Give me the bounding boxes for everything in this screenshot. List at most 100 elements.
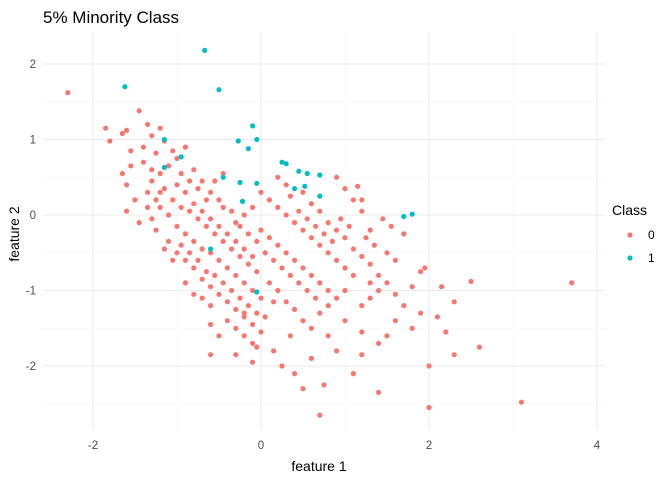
point-class-1 xyxy=(317,172,323,178)
point-class-0 xyxy=(174,250,180,256)
point-class-0 xyxy=(250,321,256,328)
point-class-1 xyxy=(250,123,256,129)
point-class-0 xyxy=(157,204,163,210)
point-class-0 xyxy=(334,257,340,263)
point-class-0 xyxy=(300,386,306,392)
point-class-0 xyxy=(308,235,314,241)
point-class-0 xyxy=(233,325,239,331)
point-class-0 xyxy=(325,287,331,294)
point-class-0 xyxy=(308,272,314,278)
point-class-0 xyxy=(334,348,340,354)
point-class-0 xyxy=(308,201,314,207)
point-class-1 xyxy=(220,174,226,180)
point-class-0 xyxy=(359,329,365,335)
point-class-0 xyxy=(317,242,323,248)
point-class-0 xyxy=(233,272,239,278)
point-class-0 xyxy=(203,269,209,275)
point-class-1 xyxy=(401,213,407,220)
point-class-0 xyxy=(518,399,525,405)
point-class-0 xyxy=(317,310,323,316)
point-class-0 xyxy=(292,257,298,263)
point-class-0 xyxy=(271,299,277,305)
point-class-0 xyxy=(224,231,230,237)
point-class-0 xyxy=(451,299,457,305)
point-class-0 xyxy=(245,261,251,267)
point-class-0 xyxy=(384,280,390,286)
point-class-0 xyxy=(258,329,264,335)
point-class-0 xyxy=(355,183,361,189)
point-class-0 xyxy=(250,359,256,365)
point-class-0 xyxy=(325,220,331,226)
point-class-0 xyxy=(241,333,247,339)
point-class-0 xyxy=(376,389,382,395)
point-class-0 xyxy=(153,150,159,156)
point-class-0 xyxy=(300,189,306,195)
point-class-0 xyxy=(191,265,197,271)
y-tick-label: 1 xyxy=(30,135,36,147)
point-class-0 xyxy=(262,314,268,320)
point-class-0 xyxy=(170,257,176,263)
point-class-0 xyxy=(229,287,235,294)
point-class-0 xyxy=(308,355,314,361)
point-class-0 xyxy=(224,265,230,271)
point-class-0 xyxy=(140,144,146,150)
point-class-0 xyxy=(292,220,298,226)
point-class-0 xyxy=(317,208,323,214)
point-class-0 xyxy=(237,223,243,229)
point-class-0 xyxy=(279,363,285,369)
point-class-0 xyxy=(418,269,424,275)
x-tick-label: 0 xyxy=(258,440,264,452)
point-class-0 xyxy=(191,291,197,297)
point-class-0 xyxy=(418,310,424,316)
point-class-0 xyxy=(140,159,146,165)
point-class-0 xyxy=(371,242,377,248)
point-class-0 xyxy=(401,303,407,309)
point-class-0 xyxy=(195,186,201,192)
point-class-0 xyxy=(287,272,293,278)
point-class-0 xyxy=(271,348,277,354)
point-class-0 xyxy=(254,238,260,244)
point-class-0 xyxy=(199,276,205,282)
point-class-0 xyxy=(237,253,243,260)
point-class-0 xyxy=(241,310,247,316)
point-class-0 xyxy=(224,299,230,305)
point-class-0 xyxy=(317,280,323,286)
point-class-0 xyxy=(334,295,340,301)
point-class-0 xyxy=(187,250,193,256)
point-class-0 xyxy=(203,223,209,229)
point-class-0 xyxy=(241,246,247,252)
point-class-0 xyxy=(149,133,155,139)
data-points xyxy=(65,47,575,418)
point-class-0 xyxy=(107,138,113,144)
x-tick-label: 4 xyxy=(594,440,601,452)
point-class-1 xyxy=(208,246,214,252)
point-class-1 xyxy=(409,211,415,217)
point-class-0 xyxy=(313,223,319,229)
point-class-0 xyxy=(359,303,365,309)
legend-key-0 xyxy=(627,232,633,238)
point-class-0 xyxy=(350,246,356,252)
y-axis-title: feature 2 xyxy=(6,206,22,261)
point-class-0 xyxy=(124,182,130,188)
point-class-0 xyxy=(191,167,197,173)
point-class-0 xyxy=(346,223,352,229)
point-class-0 xyxy=(153,197,159,203)
point-class-0 xyxy=(380,216,386,222)
point-class-0 xyxy=(392,291,398,297)
point-class-0 xyxy=(258,227,264,233)
point-class-0 xyxy=(166,212,172,218)
point-class-0 xyxy=(476,344,482,350)
point-class-0 xyxy=(136,220,142,226)
point-class-0 xyxy=(229,208,235,214)
point-class-0 xyxy=(250,340,256,346)
point-class-0 xyxy=(334,227,340,233)
point-class-0 xyxy=(145,121,151,127)
point-class-0 xyxy=(208,250,214,256)
point-class-0 xyxy=(182,257,188,263)
point-class-0 xyxy=(283,182,289,188)
point-class-0 xyxy=(439,284,445,290)
point-class-0 xyxy=(136,108,142,114)
point-class-0 xyxy=(170,197,176,203)
point-class-0 xyxy=(388,223,394,229)
point-class-0 xyxy=(195,216,201,222)
